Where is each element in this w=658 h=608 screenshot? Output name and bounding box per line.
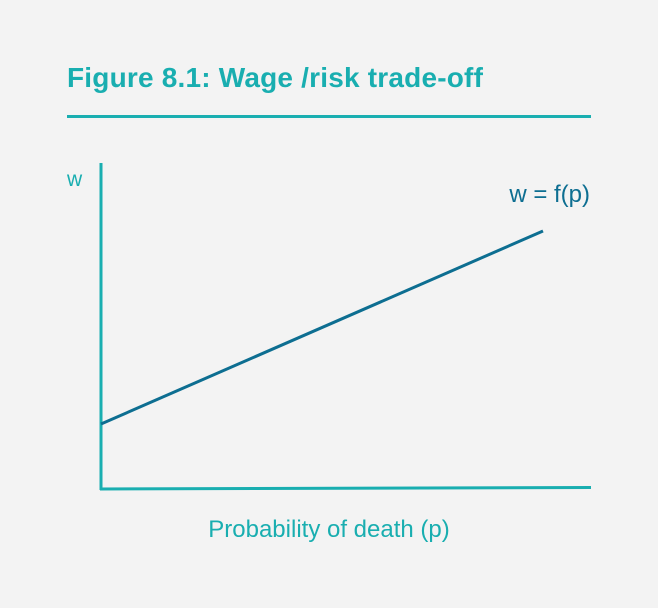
x-axis-label: Probability of death (p) — [208, 516, 449, 543]
curve-label: w = f(p) — [508, 181, 590, 208]
title-divider — [67, 115, 591, 118]
y-axis-label: w — [66, 168, 83, 191]
x-axis — [99, 486, 592, 491]
wage-risk-curve — [100, 229, 544, 426]
figure-title: Figure 8.1: Wage /risk trade-off — [67, 62, 484, 93]
